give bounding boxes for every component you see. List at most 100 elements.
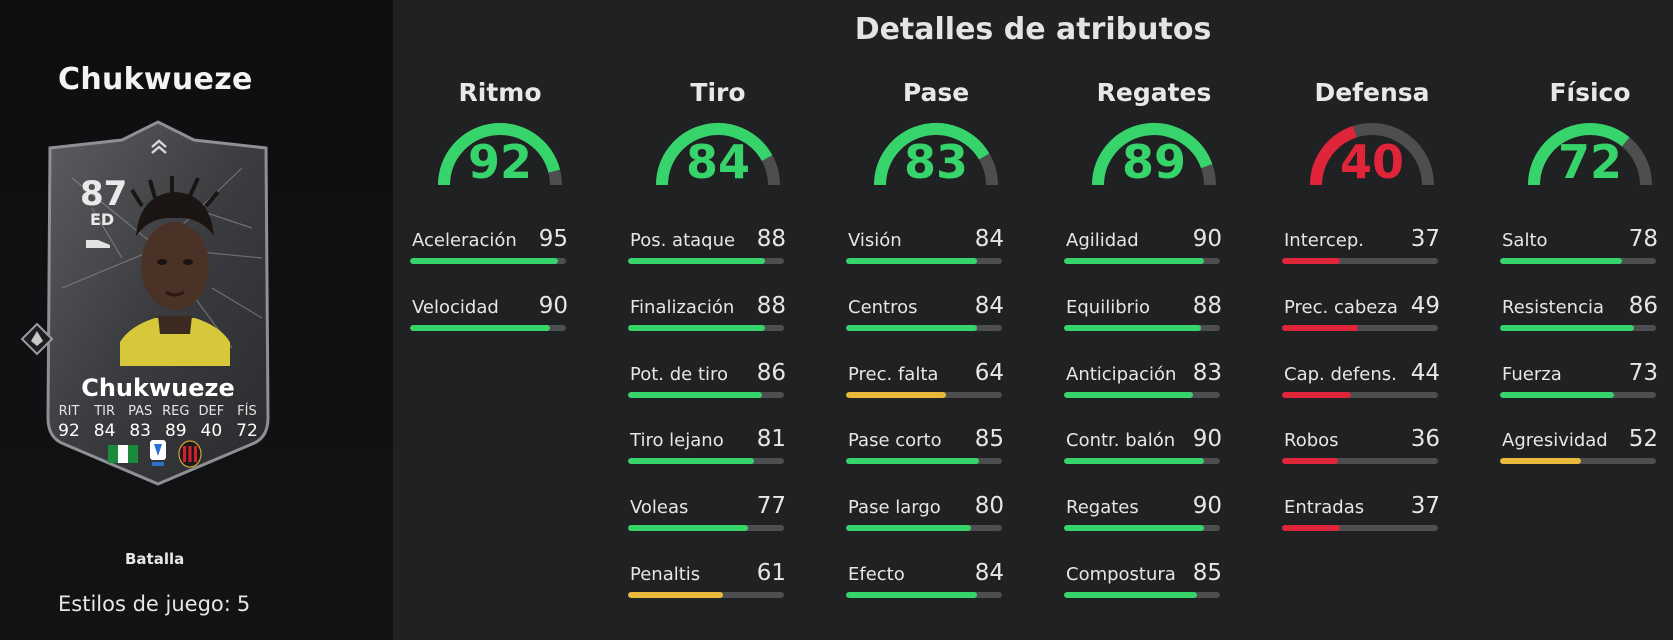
attribute-bar bbox=[1500, 392, 1656, 398]
attribute-label: Salto bbox=[1502, 230, 1548, 251]
attribute-row[interactable]: Efecto 84 bbox=[846, 560, 1004, 600]
category-4: Defensa 40 bbox=[1280, 78, 1440, 193]
category-1: Tiro 84 bbox=[626, 78, 786, 193]
attribute-row[interactable]: Contr. balón 90 bbox=[1064, 426, 1222, 466]
attribute-bar bbox=[846, 525, 1002, 531]
attribute-row[interactable]: Cap. defens. 44 bbox=[1282, 360, 1440, 400]
attribute-label: Cap. defens. bbox=[1284, 364, 1397, 385]
attribute-row[interactable]: Pase corto 85 bbox=[846, 426, 1004, 466]
attribute-row[interactable]: Resistencia 86 bbox=[1500, 293, 1658, 333]
attribute-row[interactable]: Entradas 37 bbox=[1282, 493, 1440, 533]
attribute-label: Compostura bbox=[1066, 564, 1176, 585]
card-stat: DEF 40 bbox=[196, 404, 226, 441]
attribute-row[interactable]: Velocidad 90 bbox=[410, 293, 568, 333]
attribute-bar bbox=[628, 525, 784, 531]
category-value: 92 bbox=[467, 135, 532, 189]
category-0: Ritmo 92 bbox=[408, 78, 568, 193]
attribute-row[interactable]: Finalización 88 bbox=[628, 293, 786, 333]
attribute-bar-fill bbox=[1064, 525, 1205, 531]
attribute-bar-fill bbox=[628, 325, 766, 331]
attribute-row[interactable]: Fuerza 73 bbox=[1500, 360, 1658, 400]
attribute-bar bbox=[1064, 258, 1220, 264]
category-name: Defensa bbox=[1314, 78, 1430, 107]
attribute-label: Contr. balón bbox=[1066, 430, 1176, 451]
attribute-value: 84 bbox=[974, 293, 1004, 319]
attribute-row[interactable]: Prec. cabeza 49 bbox=[1282, 293, 1440, 333]
attribute-row[interactable]: Compostura 85 bbox=[1064, 560, 1222, 600]
attribute-bar-fill bbox=[628, 392, 763, 398]
attribute-bar-fill bbox=[1282, 458, 1339, 464]
attribute-row[interactable]: Penaltis 61 bbox=[628, 560, 786, 600]
player-card[interactable]: 87 ED Chukwueze RIT 92 TIR bbox=[32, 118, 284, 488]
attribute-bar-fill bbox=[1500, 325, 1635, 331]
card-stat-value: 72 bbox=[236, 421, 258, 441]
chevron-up-icon bbox=[151, 139, 167, 154]
attribute-value: 86 bbox=[756, 360, 786, 386]
category-name: Ritmo bbox=[458, 78, 542, 107]
attribute-row[interactable]: Pase largo 80 bbox=[846, 493, 1004, 533]
attribute-bar bbox=[846, 458, 1002, 464]
attribute-bar-fill bbox=[1064, 258, 1205, 264]
attribute-label: Penaltis bbox=[630, 564, 701, 585]
attribute-label: Finalización bbox=[630, 297, 735, 318]
attribute-row[interactable]: Robos 36 bbox=[1282, 426, 1440, 466]
card-stat-label: RIT bbox=[58, 404, 80, 419]
attribute-row[interactable]: Tiro lejano 81 bbox=[628, 426, 786, 466]
playstyles-label: Estilos de juego: bbox=[58, 592, 231, 616]
attribute-row[interactable]: Visión 84 bbox=[846, 226, 1004, 266]
attribute-bar-fill bbox=[1064, 392, 1194, 398]
gauge-fill bbox=[1310, 126, 1357, 186]
attribute-bar-fill bbox=[1064, 325, 1202, 331]
playstyles-summary[interactable]: Estilos de juego: 5 bbox=[58, 592, 250, 616]
card-stat-label: FÍS bbox=[237, 404, 257, 419]
attribute-label: Centros bbox=[848, 297, 918, 318]
attribute-row[interactable]: Centros 84 bbox=[846, 293, 1004, 333]
attribute-label: Prec. cabeza bbox=[1284, 297, 1398, 318]
attribute-bar bbox=[1064, 325, 1220, 331]
attribute-value: 73 bbox=[1628, 360, 1658, 386]
attribute-row[interactable]: Anticipación 83 bbox=[1064, 360, 1222, 400]
attribute-value: 77 bbox=[756, 493, 786, 519]
attribute-row[interactable]: Salto 78 bbox=[1500, 226, 1658, 266]
attribute-bar-fill bbox=[846, 458, 979, 464]
boot-icon bbox=[86, 240, 110, 248]
attribute-value: 86 bbox=[1628, 293, 1658, 319]
attribute-row[interactable]: Agresividad 52 bbox=[1500, 426, 1658, 466]
attribute-row[interactable]: Aceleración 95 bbox=[410, 226, 568, 266]
attribute-row[interactable]: Intercep. 37 bbox=[1282, 226, 1440, 266]
category-gauge: 92 bbox=[408, 113, 592, 193]
category-gauge: 89 bbox=[1062, 113, 1246, 193]
card-stat: RIT 92 bbox=[54, 404, 84, 441]
serie-a-badge-icon bbox=[150, 440, 166, 466]
attribute-value: 84 bbox=[974, 560, 1004, 586]
attribute-value: 90 bbox=[1192, 493, 1222, 519]
attribute-bar-fill bbox=[628, 458, 755, 464]
category-value: 72 bbox=[1557, 135, 1622, 189]
category-2: Pase 83 bbox=[844, 78, 1004, 193]
attribute-value: 85 bbox=[1192, 560, 1222, 586]
gauge-fill bbox=[656, 123, 773, 186]
attribute-label: Agilidad bbox=[1066, 230, 1139, 251]
attribute-row[interactable]: Prec. falta 64 bbox=[846, 360, 1004, 400]
attribute-row[interactable]: Equilibrio 88 bbox=[1064, 293, 1222, 333]
card-stat-label: PAS bbox=[128, 404, 153, 419]
card-stat-value: 89 bbox=[164, 421, 187, 441]
attribute-value: 52 bbox=[1628, 426, 1658, 452]
attribute-label: Intercep. bbox=[1284, 230, 1364, 251]
category-name: Tiro bbox=[690, 78, 746, 107]
attribute-row[interactable]: Agilidad 90 bbox=[1064, 226, 1222, 266]
attribute-value: 80 bbox=[974, 493, 1004, 519]
attribute-label: Aceleración bbox=[412, 230, 517, 251]
attribute-row[interactable]: Regates 90 bbox=[1064, 493, 1222, 533]
attribute-label: Tiro lejano bbox=[630, 430, 724, 451]
attribute-row[interactable]: Pos. ataque 88 bbox=[628, 226, 786, 266]
playstyle-diamond-icon[interactable] bbox=[20, 322, 54, 356]
category-value: 40 bbox=[1339, 135, 1404, 189]
attribute-bar bbox=[628, 592, 784, 598]
attribute-label: Pos. ataque bbox=[630, 230, 736, 251]
attribute-bar bbox=[1282, 325, 1438, 331]
attribute-bar bbox=[1064, 392, 1220, 398]
attribute-value: 88 bbox=[1192, 293, 1222, 319]
attribute-row[interactable]: Pot. de tiro 86 bbox=[628, 360, 786, 400]
attribute-row[interactable]: Voleas 77 bbox=[628, 493, 786, 533]
